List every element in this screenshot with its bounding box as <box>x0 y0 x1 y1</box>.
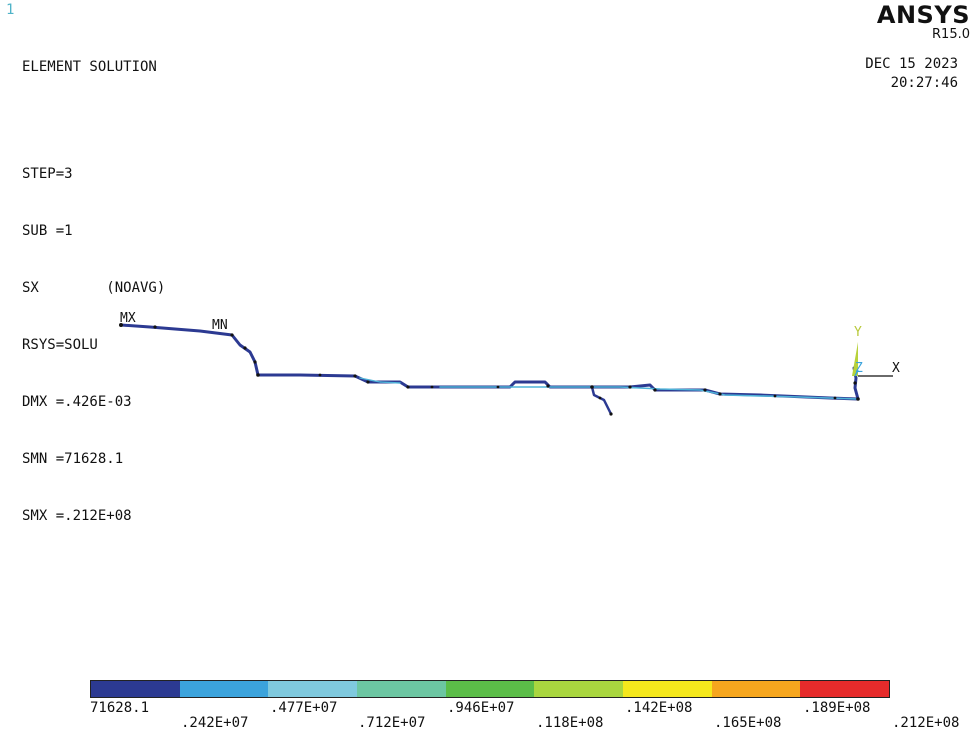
legend-label-2: .242E+07 <box>181 715 249 731</box>
legend-band-3 <box>268 681 358 697</box>
legend-band-5 <box>445 681 535 697</box>
min-marker: MN <box>212 318 228 333</box>
release-version: R15.0 <box>932 27 970 42</box>
model-nodes <box>119 323 860 416</box>
legend-label-9: .189E+08 <box>803 700 871 716</box>
legend-label-6: .118E+08 <box>536 715 604 731</box>
rsys-line: RSYS=SOLU <box>22 337 98 353</box>
result-item-line: SX (NOAVG) <box>22 280 166 296</box>
legend-band-4 <box>357 681 446 697</box>
pipe-overlay-light <box>439 386 859 400</box>
pipe-overlay-light-2 <box>359 377 401 384</box>
triad-x-label: X <box>892 361 900 376</box>
pipe-segment-left <box>119 323 260 377</box>
time-label: 20:27:46 <box>890 75 958 91</box>
legend-label-3: .477E+07 <box>270 700 338 716</box>
window-number: 1 <box>6 2 15 18</box>
ansys-logo: ANSYS R15.0 <box>877 2 970 42</box>
smn-line: SMN =71628.1 <box>22 451 124 467</box>
legend-band-9 <box>800 681 890 697</box>
triad-y-label: Y <box>854 325 862 340</box>
contour-legend-bar <box>90 680 890 698</box>
legend-band-6 <box>534 681 624 697</box>
legend-label-5: .946E+07 <box>447 700 515 716</box>
triad-z-label: Z <box>855 361 863 376</box>
plot-title: ELEMENT SOLUTION <box>22 59 157 75</box>
legend-band-7 <box>623 681 712 697</box>
date-label: DEC 15 2023 <box>865 56 958 72</box>
legend-band-8 <box>711 681 801 697</box>
legend-label-10: .212E+08 <box>892 715 960 731</box>
legend-label-4: .712E+07 <box>358 715 426 731</box>
legend-label-8: .165E+08 <box>714 715 782 731</box>
legend-label-7: .142E+08 <box>625 700 693 716</box>
solution-info: ELEMENT SOLUTION STEP=3 SUB =1 SX (NOAVG… <box>22 20 165 545</box>
coordinate-triad: Y X Z <box>852 325 900 377</box>
dmx-line: DMX =.426E-03 <box>22 394 132 410</box>
substep-line: SUB =1 <box>22 223 73 239</box>
legend-band-1 <box>91 681 180 697</box>
pipe-branch <box>590 385 613 416</box>
step-line: STEP=3 <box>22 166 73 182</box>
legend-label-1: 71628.1 <box>90 700 150 716</box>
smx-line: SMX =.212E+08 <box>22 508 132 524</box>
legend-band-2 <box>179 681 269 697</box>
brand-name: ANSYS <box>876 1 970 29</box>
pipe-model <box>119 323 860 416</box>
timestamp: DEC 15 2023 20:27:46 <box>865 55 958 93</box>
max-marker: MX <box>120 311 136 326</box>
